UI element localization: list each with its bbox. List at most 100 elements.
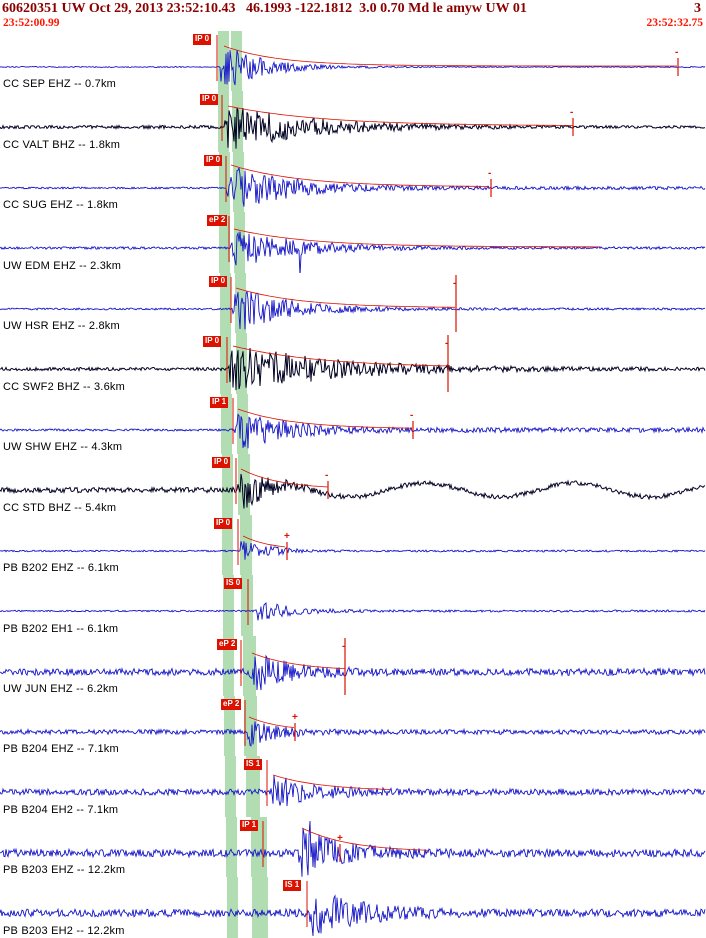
- trace-row[interactable]: IS 1 PB B203 EH2 -- 12.2km: [0, 877, 706, 938]
- coda-sign: -: [675, 47, 678, 58]
- waveform: [0, 167, 706, 207]
- station-label: CC STD BHZ -- 5.4km: [3, 501, 117, 514]
- coda-decay-curve: [248, 716, 295, 728]
- waveform: [0, 108, 705, 150]
- pick-flag[interactable]: IP 1: [210, 396, 229, 408]
- pick-flag[interactable]: IP 0: [203, 336, 222, 348]
- station-label: CC VALT BHZ -- 1.8km: [3, 138, 121, 151]
- coda-decay-curve: [251, 652, 346, 669]
- coda-sign: +: [292, 712, 298, 723]
- trace-plot: -: [0, 91, 705, 152]
- arrival-window-band: [223, 575, 234, 636]
- station-label: PB B203 EH2 -- 12.2km: [3, 924, 125, 937]
- pick-flag[interactable]: IP 0: [214, 517, 233, 529]
- station-label: UW HSR EHZ -- 2.8km: [3, 320, 120, 333]
- arrival-window-band: [222, 514, 233, 576]
- arrival-window-band: [219, 151, 230, 213]
- waveform: [0, 474, 706, 509]
- trace-row[interactable]: - IP 0 CC SWF2 BHZ -- 3.6km: [0, 333, 706, 394]
- waveform: [0, 820, 706, 877]
- waveform: [0, 602, 706, 621]
- traces: - IP 0 CC SEP EHZ -- 0.7km - IP 0 CC VALT BHZ…: [0, 31, 706, 938]
- coda-decay-curve: [240, 468, 329, 488]
- trace-row[interactable]: + IP 0 PB B202 EHZ -- 6.1km: [0, 514, 706, 576]
- trace-row[interactable]: + IP 1 PB B203 EHZ -- 12.2km: [0, 816, 706, 878]
- arrival-window-band: [246, 756, 260, 817]
- station-label: UW SHW EHZ -- 4.3km: [3, 441, 123, 454]
- pick-flag[interactable]: IP 0: [209, 275, 228, 287]
- trace-plot: [0, 877, 706, 938]
- waveform: [0, 49, 706, 86]
- trace-plot: [0, 575, 706, 636]
- station-label: UW JUN EHZ -- 6.2km: [3, 682, 119, 695]
- waveform: [0, 654, 706, 690]
- trace-plot: -: [0, 454, 706, 515]
- time-axis: 23:52:00.99 23:52:32.75: [0, 17, 706, 31]
- waveform: [0, 348, 706, 391]
- trace-row[interactable]: - IP 0 CC SEP EHZ -- 0.7km: [0, 31, 706, 92]
- arrival-window-band: [236, 333, 247, 394]
- pick-flag[interactable]: IS 0: [224, 578, 243, 590]
- trace-row[interactable]: IS 1 PB B204 EH2 -- 7.1km: [0, 756, 706, 817]
- waveform: [0, 290, 706, 330]
- station-label: PB B203 EHZ -- 12.2km: [3, 864, 126, 877]
- trace-row[interactable]: - IP 0 CC STD BHZ -- 5.4km: [0, 454, 706, 515]
- trace-plot: [0, 756, 706, 817]
- trace-row[interactable]: - IP 1 UW SHW EHZ -- 4.3km: [0, 393, 706, 455]
- arrival-window-band: [227, 877, 238, 938]
- trace-plot: -: [0, 151, 706, 213]
- arrival-window-band: [218, 31, 229, 92]
- station-label: PB B204 EH2 -- 7.1km: [3, 803, 119, 816]
- waveform: [0, 540, 706, 560]
- coda-sign: +: [284, 531, 290, 542]
- trace-plot: -: [0, 31, 706, 92]
- trace-row[interactable]: eP 2 UW EDM EHZ -- 2.3km: [0, 212, 706, 273]
- arrival-window-band: [241, 575, 253, 636]
- arrival-window-band: [220, 333, 231, 394]
- pick-flag[interactable]: IS 1: [283, 880, 302, 892]
- coda-decay-curve: [301, 827, 429, 851]
- pick-flag[interactable]: IP 0: [193, 34, 212, 45]
- coda-decay-curve: [237, 408, 413, 429]
- header-bar: 60620351 UW Oct 29, 2013 23:52:10.43 46.…: [0, 0, 706, 17]
- trace-plot: +: [0, 816, 706, 878]
- waveform: [0, 894, 706, 937]
- coda-decay-curve: [223, 45, 677, 67]
- station-label: PB B202 EHZ -- 6.1km: [3, 562, 119, 575]
- coda-decay-curve: [230, 164, 489, 187]
- trace-row[interactable]: - IP 0 UW HSR EHZ -- 2.8km: [0, 272, 706, 334]
- coda-sign: +: [337, 833, 343, 844]
- arrival-window-band: [222, 454, 233, 515]
- trace-row[interactable]: + eP 2 PB B204 EHZ -- 7.1km: [0, 695, 706, 757]
- pick-flag[interactable]: IP 0: [204, 154, 223, 166]
- pick-flag[interactable]: IP 1: [240, 819, 259, 831]
- trace-plot: -: [0, 393, 706, 455]
- station-label: PB B202 EH1 -- 6.1km: [3, 622, 119, 635]
- trace-plot: +: [0, 695, 706, 757]
- waveform: [0, 776, 706, 807]
- coda-decay-curve: [235, 287, 455, 308]
- pick-flag[interactable]: eP 2: [217, 638, 238, 650]
- coda-decay-curve: [272, 775, 391, 791]
- trace-plot: -: [0, 272, 706, 334]
- pick-flag[interactable]: IS 1: [244, 759, 263, 771]
- trace-row[interactable]: - IP 0 CC SUG EHZ -- 1.8km: [0, 151, 706, 213]
- pick-flag[interactable]: IP 0: [200, 94, 219, 106]
- station-label: CC SUG EHZ -- 1.8km: [3, 199, 119, 212]
- arrival-window-band: [233, 151, 244, 213]
- trace-plot: [0, 212, 706, 273]
- trace-plot: +: [0, 514, 706, 576]
- trace-plot: -: [0, 333, 706, 394]
- trace-row[interactable]: - eP 2 UW JUN EHZ -- 6.2km: [0, 635, 706, 696]
- pick-flag[interactable]: eP 2: [207, 215, 228, 227]
- trace-row[interactable]: IS 0 PB B202 EH1 -- 6.1km: [0, 575, 706, 636]
- window-end-time: 23:52:32.75: [646, 17, 703, 29]
- arrival-window-band: [224, 695, 235, 757]
- coda-decay-curve: [232, 345, 446, 367]
- waveform: [0, 232, 706, 273]
- trace-plot: -: [0, 635, 706, 696]
- pick-flag[interactable]: eP 2: [221, 698, 242, 710]
- trace-row[interactable]: - IP 0 CC VALT BHZ -- 1.8km: [0, 91, 706, 152]
- arrival-window-band: [234, 212, 245, 273]
- pick-flag[interactable]: IP 0: [212, 457, 231, 469]
